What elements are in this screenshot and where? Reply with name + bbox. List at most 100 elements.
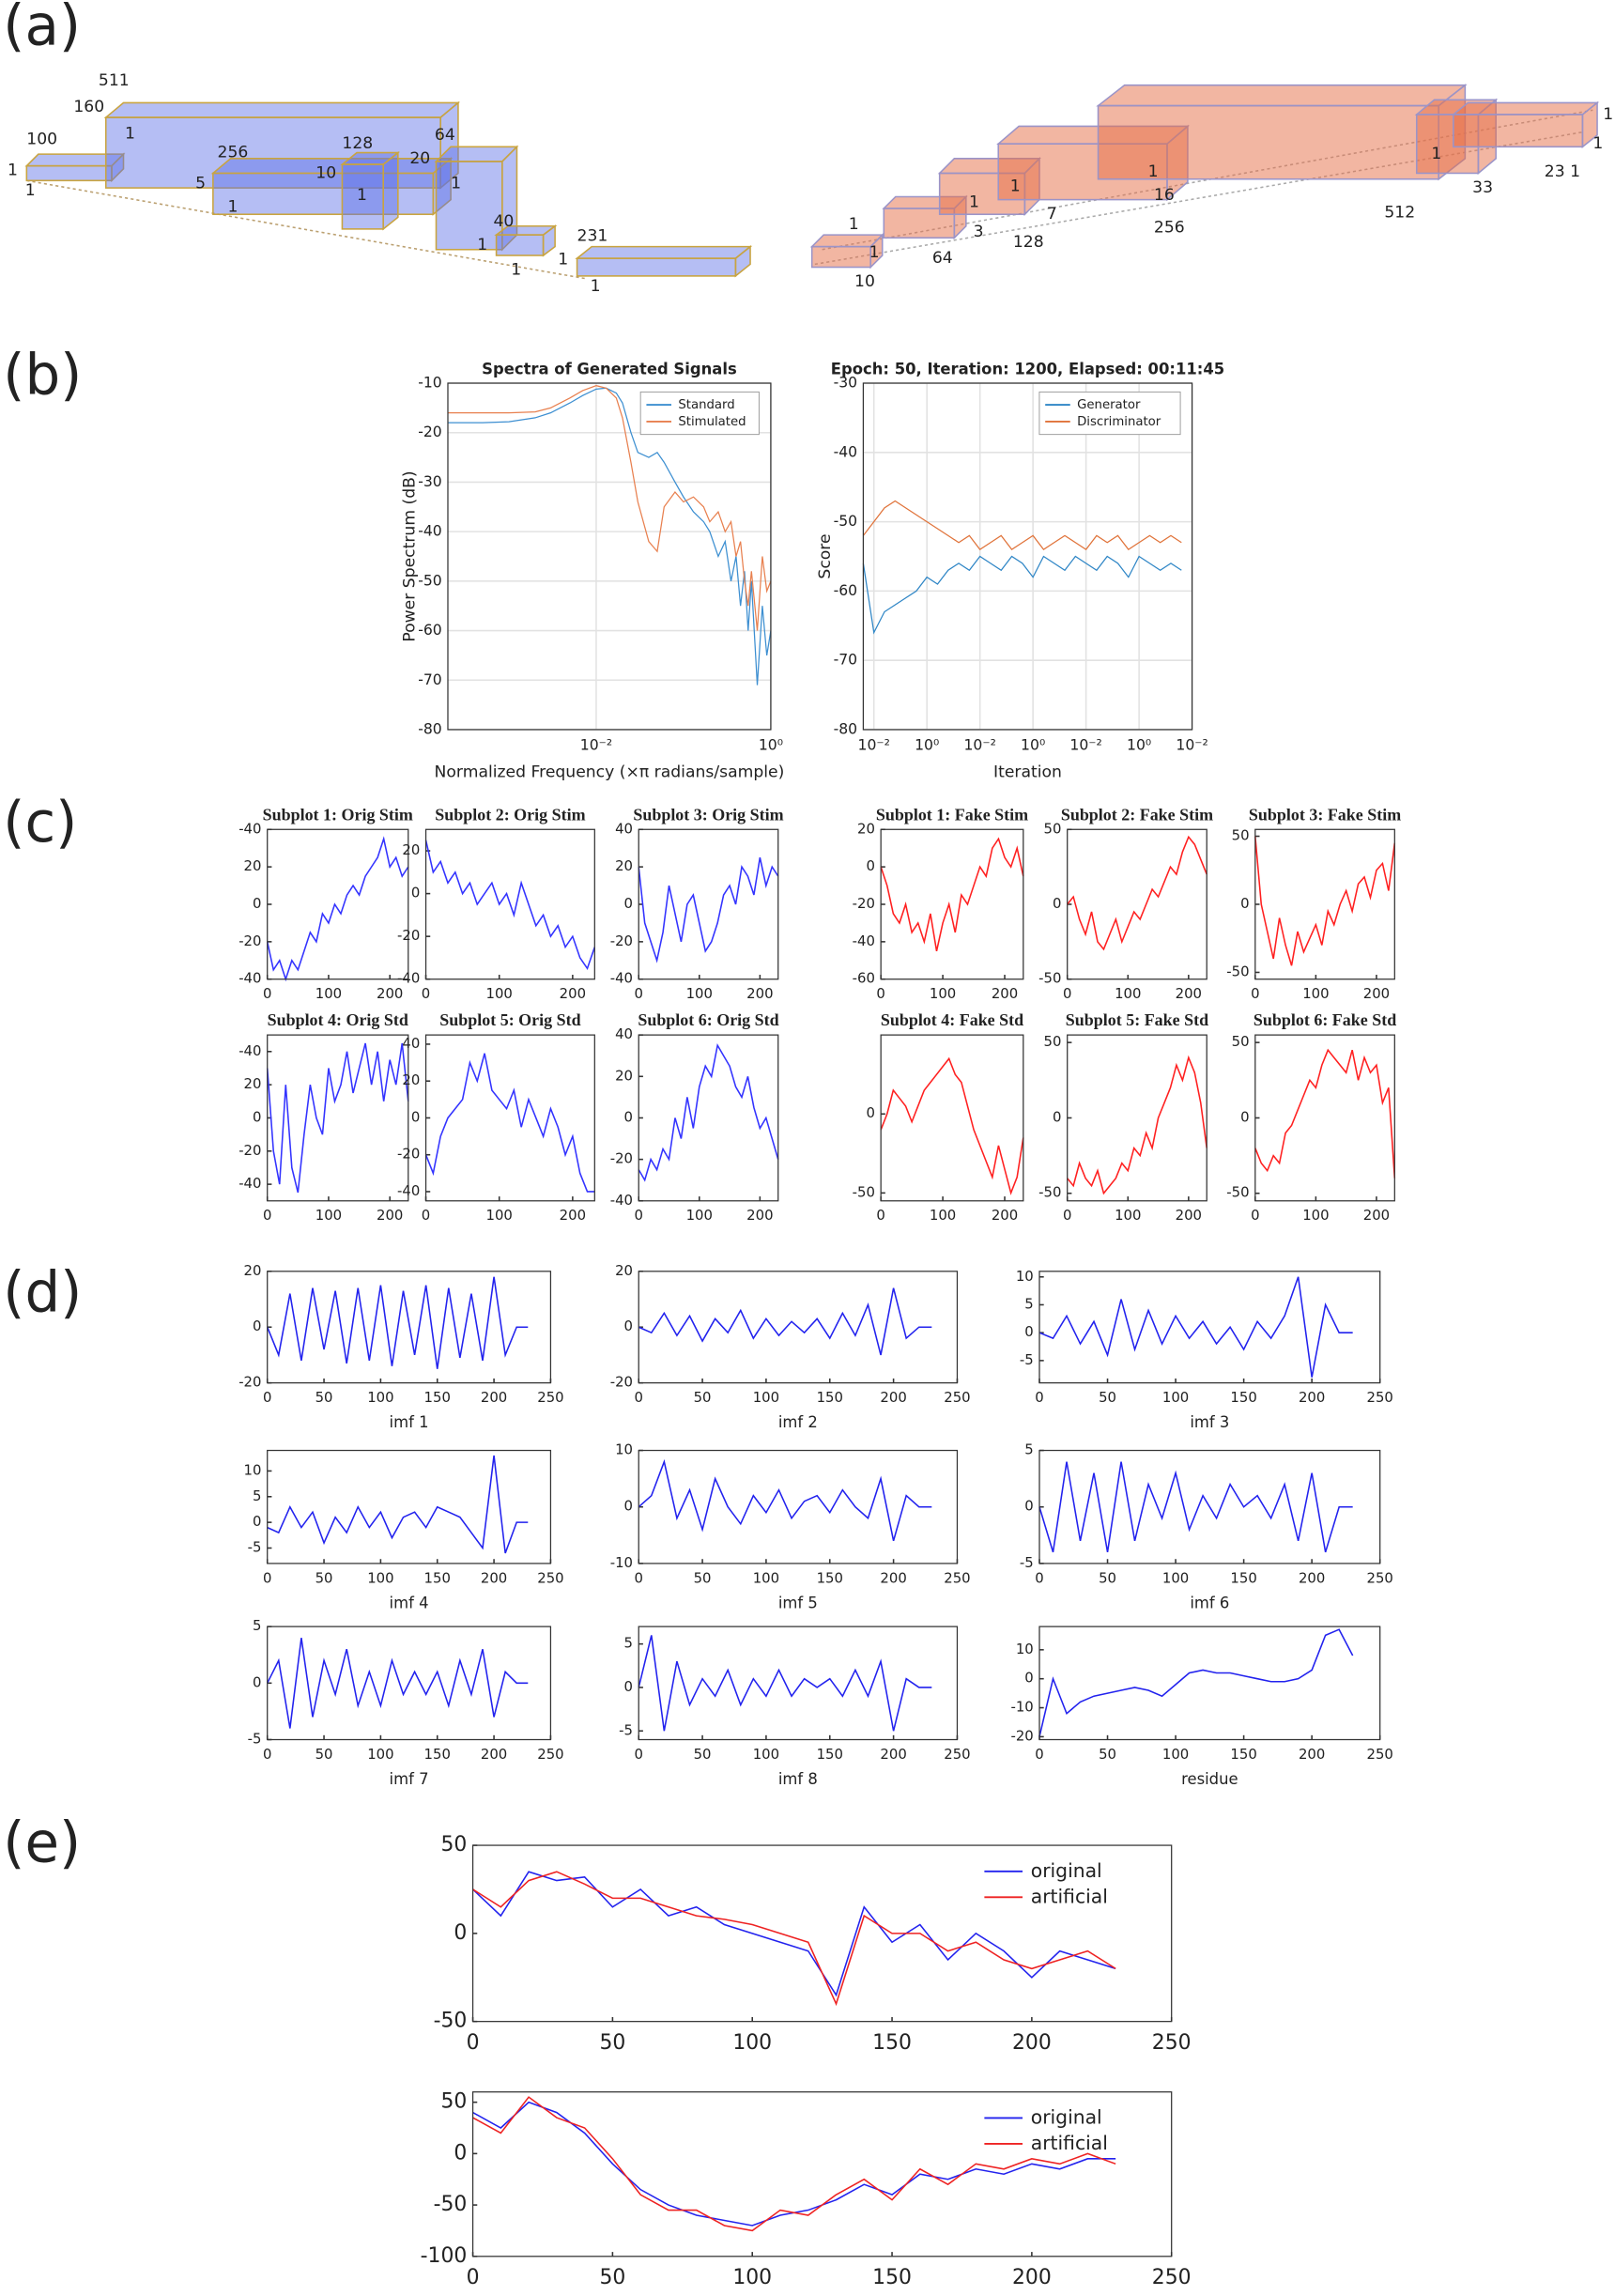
y-tick-label: 5: [624, 1635, 633, 1652]
y-tick-label: 20: [402, 1071, 420, 1088]
axes-box: [424, 828, 595, 980]
axes-box: [1038, 1626, 1381, 1741]
y-tick-label: -50: [1038, 970, 1061, 987]
layer-label: 33: [1472, 178, 1493, 197]
y-tick-label: -30: [418, 472, 442, 490]
x-tick-label: 200: [481, 1389, 507, 1406]
x-tick-label: 100: [367, 1569, 393, 1586]
x-tick-label: 0: [634, 1746, 642, 1763]
y-tick-label: -20: [1010, 1727, 1033, 1744]
box-front: [1097, 104, 1440, 180]
x-tick-label: 0: [876, 1207, 884, 1224]
plot-area: [1254, 829, 1395, 979]
y-tick-label: 0: [624, 1678, 633, 1695]
x-tick-label: 0: [467, 2031, 480, 2055]
plot-area: [447, 383, 771, 730]
guide-line: [26, 179, 588, 280]
y-axis-label: Score: [816, 533, 835, 578]
axes-box: [267, 1034, 409, 1202]
y-tick-label: 40: [402, 1035, 420, 1052]
x-tick-label: 0: [1251, 1207, 1259, 1224]
x-axis-label: residue: [1181, 1770, 1238, 1788]
axes-box: [267, 1271, 552, 1384]
plot-area: [638, 1626, 958, 1740]
x-tick-label: 150: [872, 2266, 912, 2289]
box-front: [576, 257, 737, 277]
layer-label: 1: [1148, 162, 1159, 181]
x-tick-label: 10⁰: [1021, 736, 1045, 754]
axes-box: [1254, 1034, 1395, 1202]
y-tick-label: 50: [1044, 1033, 1062, 1050]
layer-label: 128: [342, 134, 373, 153]
axes-box: [638, 1271, 959, 1384]
y-tick-label: -40: [238, 970, 261, 987]
x-tick-label: 100: [1162, 1569, 1189, 1586]
layer-label: 1: [969, 193, 979, 212]
axes-box: [638, 1449, 959, 1564]
series-line: [862, 500, 1182, 550]
y-tick-label: 0: [411, 885, 420, 901]
y-tick-label: 0: [1024, 1323, 1033, 1340]
layer-label: 7: [1047, 205, 1057, 223]
series-line: [424, 1053, 595, 1193]
layer-label: 512: [1384, 204, 1415, 223]
series-line: [1038, 1461, 1353, 1553]
y-tick-label: -100: [421, 2244, 468, 2268]
axes-box: [880, 828, 1024, 980]
layer-label: 100: [26, 131, 57, 149]
x-tick-label: 200: [481, 1569, 507, 1586]
y-tick-label: 10: [615, 1441, 633, 1458]
x-axis-label: imf 5: [778, 1594, 818, 1611]
legend-label: original: [1031, 1859, 1102, 1882]
y-tick-label: -50: [1226, 1184, 1249, 1201]
layer-label: 64: [932, 249, 953, 268]
y-tick-label: 0: [1024, 1498, 1033, 1515]
layer-label: 16: [1154, 186, 1175, 205]
legend-label: artificial: [1031, 1885, 1108, 1907]
y-tick-label: -20: [610, 1150, 633, 1167]
y-tick-label: 0: [253, 1108, 261, 1125]
series-line: [424, 840, 596, 971]
x-tick-label: 200: [992, 1207, 1018, 1224]
x-tick-label: 10⁻²: [857, 736, 889, 754]
y-tick-label: 0: [866, 1104, 874, 1121]
layer-label: 1: [1010, 177, 1021, 196]
series-line: [1038, 1276, 1353, 1378]
x-tick-label: 200: [746, 1207, 773, 1224]
chart-title: Subplot 2: Orig Stim: [435, 805, 585, 824]
y-tick-label: -5: [1020, 1554, 1034, 1571]
y-tick-label: -40: [238, 820, 261, 837]
y-tick-label: 0: [253, 1513, 261, 1530]
layer-label: 1: [227, 197, 238, 216]
panel-label: (a): [3, 0, 81, 58]
series-line: [862, 555, 1182, 635]
y-tick-label: -50: [418, 571, 442, 589]
x-tick-label: 200: [1299, 1569, 1325, 1586]
plot-area: [863, 383, 1192, 730]
y-tick-label: 0: [624, 1108, 633, 1125]
y-tick-label: 0: [866, 857, 874, 874]
y-tick-label: 5: [1024, 1441, 1033, 1458]
layer-label: 1: [869, 243, 880, 262]
box-front: [495, 234, 545, 256]
x-axis-label: imf 6: [1190, 1594, 1229, 1611]
layer-label: 128: [1013, 233, 1044, 252]
chart-title: Subplot 2: Fake Stim: [1061, 805, 1213, 824]
y-tick-label: -20: [238, 1142, 261, 1159]
plot-area: [267, 1450, 551, 1564]
chart-title: Subplot 6: Fake Std: [1254, 1010, 1396, 1029]
layer-label: 1: [1431, 145, 1441, 163]
x-tick-label: 150: [1230, 1746, 1256, 1763]
x-tick-label: 200: [1012, 2266, 1052, 2289]
x-tick-label: 100: [486, 1207, 513, 1224]
y-tick-label: -20: [397, 1146, 420, 1163]
series-line: [267, 1455, 529, 1554]
legend-label: artificial: [1031, 2132, 1108, 2154]
x-tick-label: 200: [560, 985, 586, 1002]
y-tick-label: -40: [610, 970, 633, 987]
x-tick-label: 100: [1302, 985, 1329, 1002]
series-line: [638, 1635, 932, 1732]
x-tick-label: 100: [1162, 1746, 1189, 1763]
plot-area: [267, 829, 408, 979]
x-tick-label: 100: [753, 1389, 779, 1406]
